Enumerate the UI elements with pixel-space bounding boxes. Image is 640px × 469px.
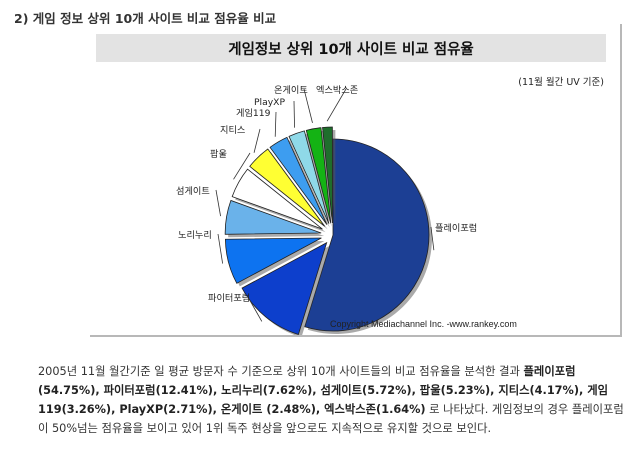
leader-line-3 [217,233,224,264]
pie-slice-3 [224,237,325,287]
slice-label-3: 노리누리 [178,230,212,241]
leader-line-4 [215,189,221,217]
leader-line-7 [274,111,277,137]
chart-copyright: Copyright Mediachannel Inc. -www.rankey.… [330,319,517,329]
slice-label-4: 섬게이트 [176,186,210,197]
leader-line-9 [303,88,313,123]
description-text: 2005년 11월 월간기준 일 평균 방문자 수 기준으로 상위 10개 사이… [38,362,632,438]
pie-slice-2 [241,241,330,335]
slice-label-6: 지티스 [220,125,245,136]
description-outro: 로 나타났다. 게임정보의 경우 플레이포럼이 50%넘는 점유율을 보이고 있… [38,403,624,435]
slice-label-2: 파이터포럼 [208,292,250,304]
chart-subtitle: (11월 월간 UV 기준) [518,77,604,88]
slice-label-5: 팝울 [210,148,227,160]
leader-line-1 [430,226,435,251]
pie-slice-7 [269,136,330,228]
chart-title: 게임정보 상위 10개 사이트 비교 점유율 [96,34,606,62]
pie-slice-10 [322,126,336,227]
description-intro: 2005년 11월 월간기준 일 평균 방문자 수 기준으로 상위 10개 사이… [38,365,524,378]
leader-line-5 [233,152,251,180]
pie-slice-4 [224,199,325,238]
leader-line-6 [253,128,261,153]
pie-slice-6 [249,148,328,230]
slice-label-9: 온게이트 [274,85,308,96]
pie-slice-5 [231,168,326,233]
slice-label-8: PlayXP [254,97,285,108]
leader-line-10 [326,88,347,122]
section-heading: 2) 게임 정보 상위 10개 사이트 비교 점유율 비교 [14,11,277,26]
description-stats: 플레이포럼(54.75%), 파이터포럼(12.41%), 노리누리(7.62%… [38,365,609,416]
pie-slice-8 [288,130,332,227]
pie-slice-1 [304,138,433,335]
slice-label-7: 게임119 [236,107,271,119]
leader-line-8 [293,100,295,128]
leader-line-2 [247,296,263,322]
slice-label-10: 엑스박스존 [316,84,358,96]
pie-slice-9 [305,127,334,227]
slice-label-1: 플레이포럼 [435,222,477,234]
